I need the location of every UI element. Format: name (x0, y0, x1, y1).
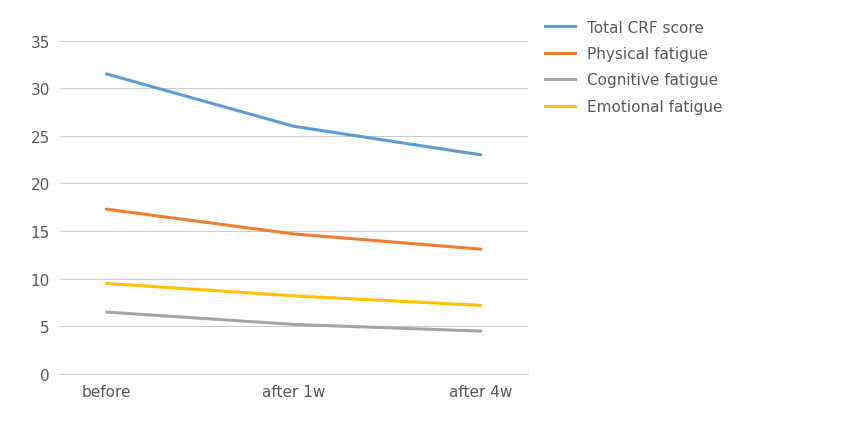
Legend: Total CRF score, Physical fatigue, Cognitive fatigue, Emotional fatigue: Total CRF score, Physical fatigue, Cogni… (545, 21, 722, 115)
